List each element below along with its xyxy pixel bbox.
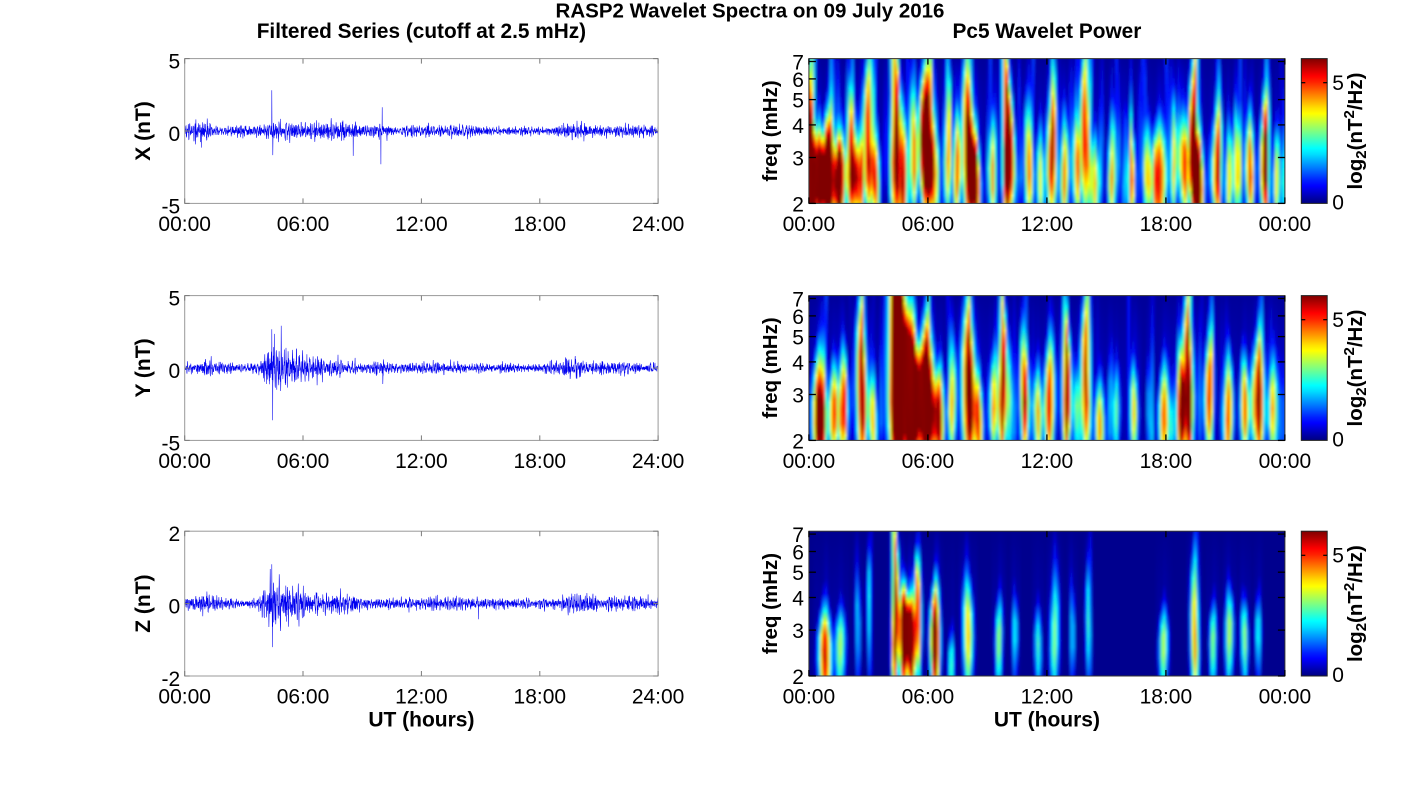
svg-text:UT (hours): UT (hours) [994, 709, 1100, 732]
svg-text:0: 0 [169, 596, 181, 619]
svg-text:freq (mHz): freq (mHz) [759, 553, 782, 654]
svg-text:5: 5 [792, 90, 804, 113]
svg-text:18:00: 18:00 [514, 213, 567, 236]
svg-text:5: 5 [1332, 309, 1344, 332]
svg-text:24:00: 24:00 [632, 450, 685, 473]
svg-text:3: 3 [792, 148, 804, 171]
svg-text:RASP2 Wavelet Spectra on 09 Ju: RASP2 Wavelet Spectra on 09 July 2016 [556, 0, 945, 23]
svg-text:0: 0 [169, 123, 181, 146]
svg-text:Y (nT): Y (nT) [132, 338, 155, 397]
svg-text:12:00: 12:00 [1021, 685, 1074, 708]
svg-text:2: 2 [792, 666, 804, 689]
svg-text:00:00: 00:00 [1259, 685, 1312, 708]
svg-text:06:00: 06:00 [902, 685, 955, 708]
svg-text:log2(nT2/Hz): log2(nT2/Hz) [1341, 73, 1370, 190]
svg-text:06:00: 06:00 [277, 450, 330, 473]
svg-text:6: 6 [792, 542, 804, 565]
svg-text:00:00: 00:00 [1259, 213, 1312, 236]
svg-text:5: 5 [1332, 545, 1344, 568]
svg-text:06:00: 06:00 [902, 450, 955, 473]
svg-text:18:00: 18:00 [514, 685, 567, 708]
svg-text:0: 0 [1332, 191, 1344, 214]
svg-text:12:00: 12:00 [1021, 450, 1074, 473]
svg-text:4: 4 [792, 115, 804, 138]
svg-text:7: 7 [792, 52, 804, 75]
svg-text:-5: -5 [162, 432, 181, 455]
svg-text:6: 6 [792, 69, 804, 92]
svg-text:2: 2 [792, 193, 804, 216]
svg-text:06:00: 06:00 [277, 213, 330, 236]
svg-text:Pc5 Wavelet Power: Pc5 Wavelet Power [953, 20, 1142, 43]
svg-text:00:00: 00:00 [158, 213, 211, 236]
svg-text:5: 5 [1332, 72, 1344, 95]
svg-text:12:00: 12:00 [395, 213, 448, 236]
svg-text:00:00: 00:00 [783, 450, 836, 473]
svg-text:X (nT): X (nT) [132, 101, 155, 160]
svg-text:6: 6 [792, 306, 804, 329]
svg-text:06:00: 06:00 [902, 213, 955, 236]
svg-text:18:00: 18:00 [1140, 213, 1193, 236]
svg-text:Z (nT): Z (nT) [132, 574, 155, 632]
svg-text:5: 5 [792, 327, 804, 350]
svg-text:0: 0 [1332, 664, 1344, 687]
svg-text:log2(nT2/Hz): log2(nT2/Hz) [1341, 545, 1370, 662]
svg-text:2: 2 [169, 523, 181, 546]
svg-text:3: 3 [792, 620, 804, 643]
svg-text:06:00: 06:00 [277, 685, 330, 708]
svg-text:00:00: 00:00 [158, 450, 211, 473]
svg-text:18:00: 18:00 [514, 450, 567, 473]
svg-text:7: 7 [792, 524, 804, 547]
svg-text:3: 3 [792, 385, 804, 408]
svg-text:UT (hours): UT (hours) [368, 709, 474, 732]
svg-text:4: 4 [792, 588, 804, 611]
svg-text:18:00: 18:00 [1140, 685, 1193, 708]
svg-text:00:00: 00:00 [783, 685, 836, 708]
svg-text:5: 5 [169, 288, 181, 311]
svg-text:4: 4 [792, 352, 804, 375]
svg-text:12:00: 12:00 [395, 450, 448, 473]
svg-text:00:00: 00:00 [158, 685, 211, 708]
svg-text:-2: -2 [162, 668, 181, 691]
svg-text:24:00: 24:00 [632, 685, 685, 708]
svg-text:freq (mHz): freq (mHz) [759, 317, 782, 418]
svg-text:00:00: 00:00 [783, 213, 836, 236]
svg-text:0: 0 [169, 360, 181, 383]
svg-text:-5: -5 [162, 195, 181, 218]
svg-text:24:00: 24:00 [632, 213, 685, 236]
svg-text:freq (mHz): freq (mHz) [759, 80, 782, 181]
svg-text:0: 0 [1332, 428, 1344, 451]
svg-text:5: 5 [169, 51, 181, 74]
svg-text:2: 2 [792, 430, 804, 453]
svg-text:00:00: 00:00 [1259, 450, 1312, 473]
svg-text:12:00: 12:00 [395, 685, 448, 708]
svg-text:log2(nT2/Hz): log2(nT2/Hz) [1341, 310, 1370, 427]
svg-text:18:00: 18:00 [1140, 450, 1193, 473]
svg-text:7: 7 [792, 289, 804, 312]
svg-text:Filtered Series (cutoff at 2.5: Filtered Series (cutoff at 2.5 mHz) [257, 20, 586, 43]
svg-text:12:00: 12:00 [1021, 213, 1074, 236]
svg-text:5: 5 [792, 562, 804, 585]
